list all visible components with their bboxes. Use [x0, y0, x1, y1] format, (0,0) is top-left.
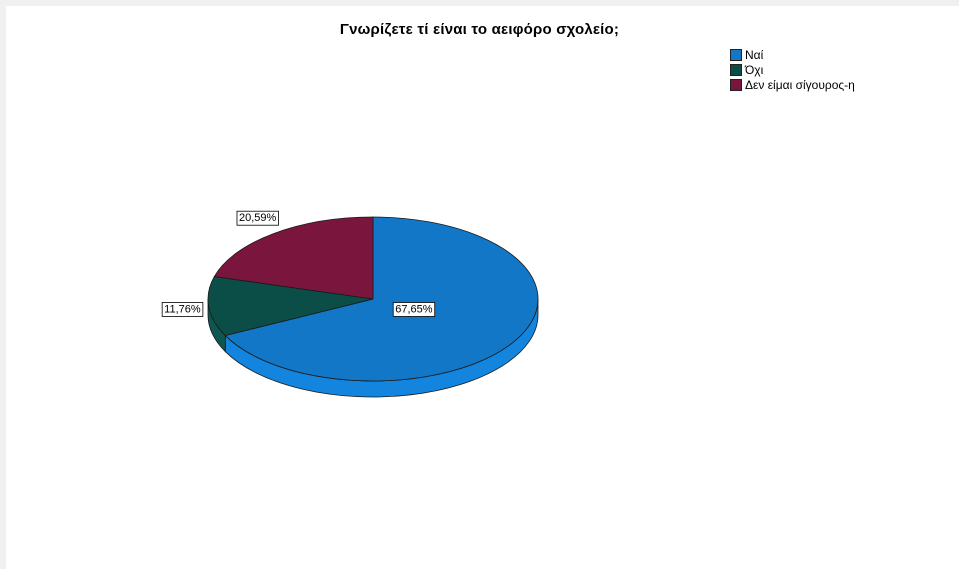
data-label-1: 11,76% [162, 302, 203, 316]
data-label-2: 20,59% [237, 211, 279, 225]
data-label-text-0: 67,65% [395, 303, 433, 315]
data-label-text-2: 20,59% [239, 212, 277, 224]
data-label-text-1: 11,76% [164, 303, 201, 315]
data-label-0: 67,65% [393, 302, 435, 316]
